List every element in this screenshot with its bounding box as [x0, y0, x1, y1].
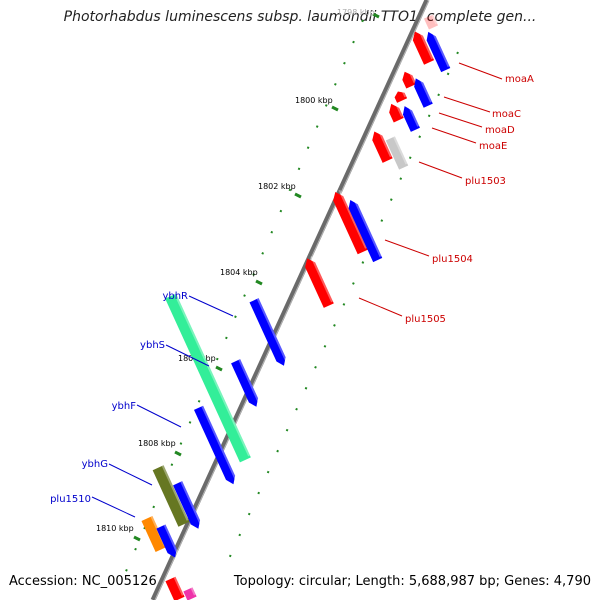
- gene-block-ybhG[interactable]: [152, 465, 190, 527]
- gene-arrow-moaA-cds[interactable]: [424, 29, 451, 73]
- gene-arrow-moaA[interactable]: [410, 29, 435, 65]
- genome-backbone-highlight: [154, 0, 430, 600]
- gene-label-plu1505[interactable]: plu1505: [405, 314, 446, 325]
- scale-tick-label: 1800 kbp: [295, 96, 333, 105]
- gene-label-moaE[interactable]: moaE: [479, 141, 507, 152]
- genome-backbone: [150, 0, 430, 600]
- scale-tick-label: 1804 kbp: [220, 268, 258, 277]
- gene-arrow-plu1510[interactable]: [156, 524, 179, 559]
- scale-tick: [215, 365, 223, 372]
- gene-arrow-ybhS[interactable]: [231, 359, 261, 409]
- scale-tick-label: 1808 kbp: [138, 439, 176, 448]
- scale-tick-label: 1802 kbp: [258, 182, 296, 191]
- accession-label: Accession: NC_005126: [9, 574, 157, 589]
- gene-label-plu1503[interactable]: plu1503: [465, 176, 506, 187]
- gene-leader-line: [431, 127, 477, 144]
- gene-label-moaD[interactable]: moaD: [485, 125, 515, 136]
- gene-label-ybhS[interactable]: ybhS: [140, 340, 165, 351]
- gene-leader-line: [165, 344, 210, 367]
- gene-leader-line: [136, 404, 182, 428]
- gene-arrow-moaE-cds[interactable]: [400, 104, 420, 132]
- scale-tick: [294, 192, 302, 199]
- gene-arrow-moaC[interactable]: [400, 69, 417, 89]
- scale-tick-label: 1810 kbp: [96, 524, 134, 533]
- scale-tick: [372, 12, 380, 19]
- gene-leader-line: [108, 463, 153, 486]
- gene-leader-line: [188, 295, 234, 317]
- scale-tick-label: 1798 kbp: [337, 8, 375, 17]
- gene-arrow-edge-a[interactable]: [165, 576, 185, 600]
- scale-tick: [255, 279, 263, 286]
- gene-arrow-plu1503-cds[interactable]: [385, 136, 409, 170]
- gene-label-ybhF[interactable]: ybhF: [112, 401, 137, 412]
- scale-tick: [174, 450, 182, 457]
- gene-leader-line: [358, 297, 403, 317]
- gene-arrow-plu1504-cds[interactable]: [346, 197, 383, 263]
- topology-label: Topology: circular; Length: 5,688,987 bp…: [233, 574, 591, 589]
- gene-label-plu1510[interactable]: plu1510: [50, 494, 91, 505]
- gene-leader-line: [91, 496, 136, 518]
- gene-label-moaC[interactable]: moaC: [492, 109, 521, 120]
- gene-label-ybhG[interactable]: ybhG: [82, 459, 108, 470]
- gene-arrow-plu1503[interactable]: [369, 129, 393, 163]
- gene-leader-line: [418, 161, 463, 179]
- gene-leader-line: [384, 239, 430, 257]
- gene-arrow-ybhG[interactable]: [173, 481, 203, 531]
- gene-arrow-moaE[interactable]: [386, 101, 404, 123]
- gene-arrow-plu1505[interactable]: [302, 256, 334, 308]
- gene-arrow-edge-b[interactable]: [183, 587, 197, 600]
- gene-arrow-ybhF[interactable]: [194, 405, 238, 487]
- gene-arrow-moaD[interactable]: [393, 89, 408, 103]
- scale-tick: [133, 535, 141, 542]
- gene-leader-line: [458, 62, 503, 80]
- gene-arrow-plu1504[interactable]: [330, 189, 368, 255]
- gene-arrow-ybhR[interactable]: [249, 298, 288, 368]
- gene-leader-line: [438, 112, 483, 128]
- gene-arrow-moaC-cds[interactable]: [411, 76, 433, 108]
- gene-block-ybhR[interactable]: [165, 293, 251, 463]
- gene-leader-line: [443, 96, 491, 113]
- gene-label-ybhR[interactable]: ybhR: [162, 291, 188, 302]
- gene-label-moaA[interactable]: moaA: [505, 74, 534, 85]
- gene-arrow-partial[interactable]: [423, 14, 439, 30]
- scale-tick: [331, 105, 339, 112]
- gene-label-plu1504[interactable]: plu1504: [432, 254, 473, 265]
